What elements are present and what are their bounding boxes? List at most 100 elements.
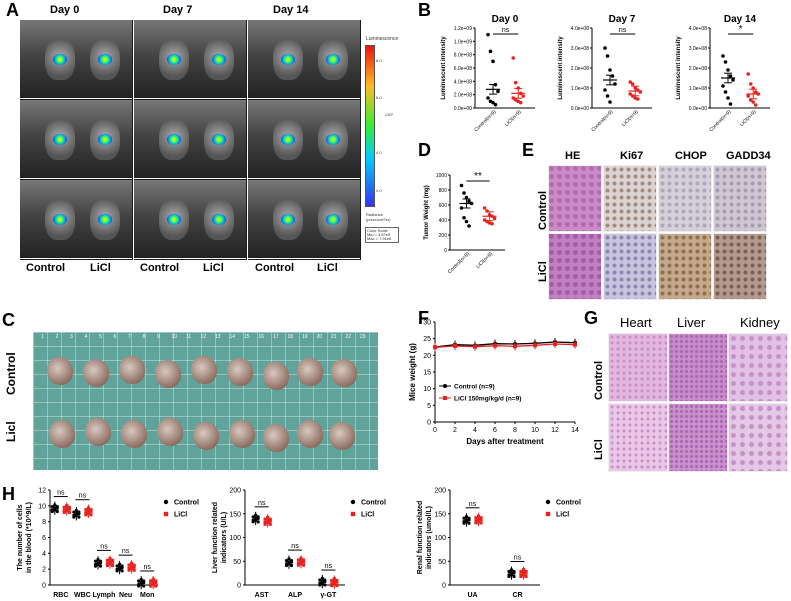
data-point-licl	[330, 578, 334, 583]
data-point-licl	[335, 580, 339, 584]
data-point-licl	[553, 342, 557, 346]
significance-label: ns	[57, 490, 65, 497]
data-point-licl	[746, 94, 750, 98]
y-tick-label: 0	[42, 583, 46, 590]
ruler-number: 7	[128, 334, 131, 340]
data-point-licl	[268, 517, 272, 521]
x-axis-label: Days after treatment	[466, 437, 544, 446]
ruler-number: 11	[186, 334, 192, 340]
data-point-licl	[149, 584, 153, 588]
organ-header-liver: Liver	[677, 315, 706, 330]
data-point-control	[284, 562, 289, 566]
x-category-label: LiCl(n=9)	[504, 109, 523, 128]
data-point-control	[507, 573, 511, 577]
histology-licl-ki67	[603, 233, 657, 300]
data-point-control	[98, 559, 103, 563]
y-tick-label: 800	[439, 188, 448, 194]
y-tick-label: 4.0e+08	[689, 26, 707, 32]
y-tick-label: 0.0e+00	[689, 106, 707, 112]
y-tick-label: 0	[444, 248, 447, 254]
data-point-licl	[89, 513, 93, 517]
chart-title: Day 14	[724, 14, 757, 25]
color-scale-max: Max = 7.91e6	[367, 236, 392, 241]
y-axis-label: Luminescent intensity	[676, 36, 682, 100]
ruler-number: 20	[316, 334, 323, 340]
y-axis-label: indicators (umol/L)	[426, 506, 433, 569]
legend-marker-licl	[350, 511, 356, 517]
stain-header-chop: CHOP	[675, 150, 707, 162]
data-point-licl	[263, 522, 267, 526]
color-scale-title: Color Scale	[367, 228, 388, 233]
y-tick-label: 8.0e+08	[454, 53, 472, 59]
y-tick-label: 8	[42, 519, 46, 526]
organ-control-heart	[608, 333, 668, 402]
y-tick-label: 1.0e+09	[454, 39, 472, 45]
legend-label: Control	[556, 500, 581, 507]
significance-label: ns	[79, 493, 87, 500]
data-point-control	[50, 508, 54, 512]
colorbar-tick: 6.0	[376, 95, 382, 100]
y-axis-label: Luminescent intensity	[441, 36, 447, 100]
panel-letter-c: C	[2, 310, 15, 330]
x-tick-label: 12	[551, 427, 559, 434]
y-tick-label: 30	[423, 320, 431, 327]
data-point-control	[603, 88, 607, 92]
data-point-control	[491, 59, 495, 64]
data-point-licl	[473, 344, 477, 349]
data-point-control	[251, 515, 255, 519]
data-point-control	[77, 515, 81, 519]
ruler-number: 12	[200, 334, 207, 340]
data-point-control	[467, 224, 471, 228]
data-point-licl	[474, 521, 478, 525]
data-point-control	[605, 54, 610, 58]
y-tick-label: 2.0e+08	[571, 66, 589, 72]
tumor-tray-photo: 1 2 3 4 5 6 7 8 9 10 11 12 13 14 15 16 17 18 19 20 21 22 23	[33, 332, 378, 470]
series-line-control	[434, 341, 576, 348]
data-point-licl	[154, 584, 158, 588]
data-point-control	[137, 582, 141, 586]
data-point-control	[72, 513, 76, 518]
data-point-licl	[753, 103, 758, 107]
data-point-licl	[110, 560, 115, 564]
x-tick-label: 14	[571, 427, 579, 434]
y-tick-label: 2.0e+08	[689, 66, 707, 72]
legend-label: Control	[174, 500, 199, 507]
organ-licl-liver	[668, 403, 728, 472]
data-point-licl	[330, 583, 334, 588]
x-tick-label: 0	[433, 427, 437, 434]
legend-marker-control	[545, 499, 551, 505]
legend-marker-licl	[163, 511, 169, 517]
tumor-licl	[297, 420, 323, 448]
day-7-image-column	[134, 20, 247, 260]
tumor-licl	[193, 422, 219, 450]
data-point-licl	[105, 562, 110, 566]
stain-header-ki67: Ki67	[620, 150, 644, 162]
data-point-licl	[748, 82, 753, 86]
data-point-licl	[301, 560, 306, 564]
day-0-label: Day 0	[50, 4, 80, 16]
y-tick-label: 1000	[436, 173, 447, 179]
x-category-label: LiCl(n=9)	[621, 109, 640, 128]
panel-letter-e: E	[522, 140, 535, 160]
significance-label: *	[739, 24, 743, 35]
tumor-control	[83, 359, 109, 387]
y-tick-label: 20	[423, 353, 431, 360]
x-category-label: LiCl(n=9)	[475, 251, 494, 270]
ruler-number: 19	[302, 334, 308, 340]
x-tick-label: 2	[453, 427, 457, 434]
legend-marker-control	[163, 499, 169, 505]
y-tick-label: 100	[434, 535, 446, 542]
organ-licl-kidney	[728, 403, 788, 472]
data-point-licl	[62, 510, 66, 514]
data-point-control	[55, 504, 59, 509]
group-label-licl: LiCl	[203, 262, 224, 274]
data-point-control	[728, 102, 733, 106]
data-point-licl	[746, 72, 750, 76]
series-line-licl	[434, 343, 576, 348]
y-tick-label: 2.0e+08	[454, 93, 472, 99]
organ-header-heart: Heart	[620, 315, 652, 330]
data-point-control	[289, 563, 294, 568]
significance-label: ns	[514, 554, 522, 561]
data-point-licl	[330, 582, 334, 586]
significance-label: ns	[122, 548, 130, 555]
